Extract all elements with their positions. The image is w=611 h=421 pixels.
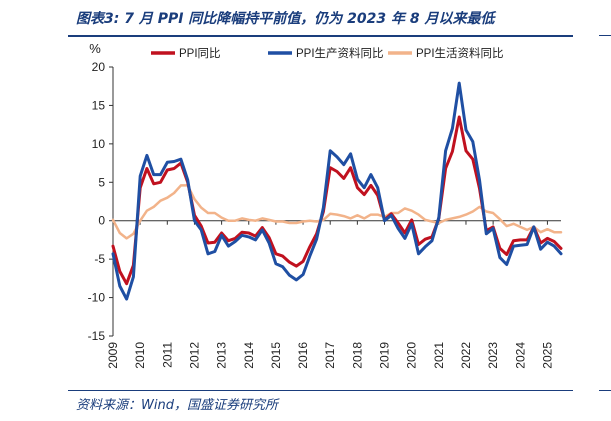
y-tick-label: 10 — [92, 137, 106, 151]
x-tick-label: 2009 — [106, 342, 120, 369]
y-tick-label: -5 — [94, 252, 105, 266]
x-tick-label: 2020 — [405, 342, 419, 369]
source-rule — [68, 390, 573, 391]
chart-legend: PPI同比 PPI生产资料同比 PPI生活资料同比 — [151, 46, 504, 60]
chart-series — [111, 81, 563, 301]
x-tick-label: 2025 — [540, 342, 554, 369]
y-tick-label: 0 — [98, 214, 105, 228]
x-tick-label: 2022 — [459, 342, 473, 369]
x-tick-label: 2013 — [215, 342, 229, 369]
figure-title: 图表3: 7 月 PPI 同比降幅持平前值，仍为 2023 年 8 月以来最低 — [76, 11, 495, 27]
x-tick-label: 2021 — [432, 342, 446, 369]
y-tick-label: 15 — [92, 98, 106, 112]
x-tick-label: 2018 — [350, 342, 364, 369]
y-tick-label: 20 — [92, 60, 106, 74]
y-axis-unit: % — [89, 41, 101, 56]
x-tick-label: 2016 — [296, 342, 310, 369]
x-tick-label: 2023 — [486, 342, 500, 369]
x-tick-label: 2010 — [133, 342, 147, 369]
title-rule — [68, 35, 573, 37]
legend-label-0: PPI同比 — [179, 47, 221, 60]
x-tick-label: 2019 — [378, 342, 392, 369]
x-tick-label: 2024 — [513, 342, 527, 369]
series-line-0 — [111, 115, 563, 286]
legend-label-2: PPI生活资料同比 — [416, 46, 504, 60]
legend-label-1: PPI生产资料同比 — [296, 46, 384, 60]
y-tick-label: -10 — [88, 291, 106, 305]
x-tick-label: 2012 — [187, 342, 201, 369]
chart-axes: -15 -10 -5 0 5 10 15 20% 2009 2010 2011 2012 2013 201… — [88, 41, 561, 369]
y-tick-label: -15 — [88, 329, 106, 343]
y-tick-label: 5 — [98, 175, 105, 189]
x-tick-label: 2014 — [242, 342, 256, 369]
right-edge-mark-bottom — [599, 390, 611, 391]
source-note: 资料来源：Wind，国盛证券研究所 — [76, 398, 278, 413]
series-line-1 — [111, 81, 563, 301]
x-tick-label: 2015 — [269, 342, 283, 369]
right-edge-mark-top — [599, 35, 611, 36]
x-tick-label: 2011 — [160, 342, 174, 368]
x-tick-label: 2017 — [323, 342, 337, 369]
